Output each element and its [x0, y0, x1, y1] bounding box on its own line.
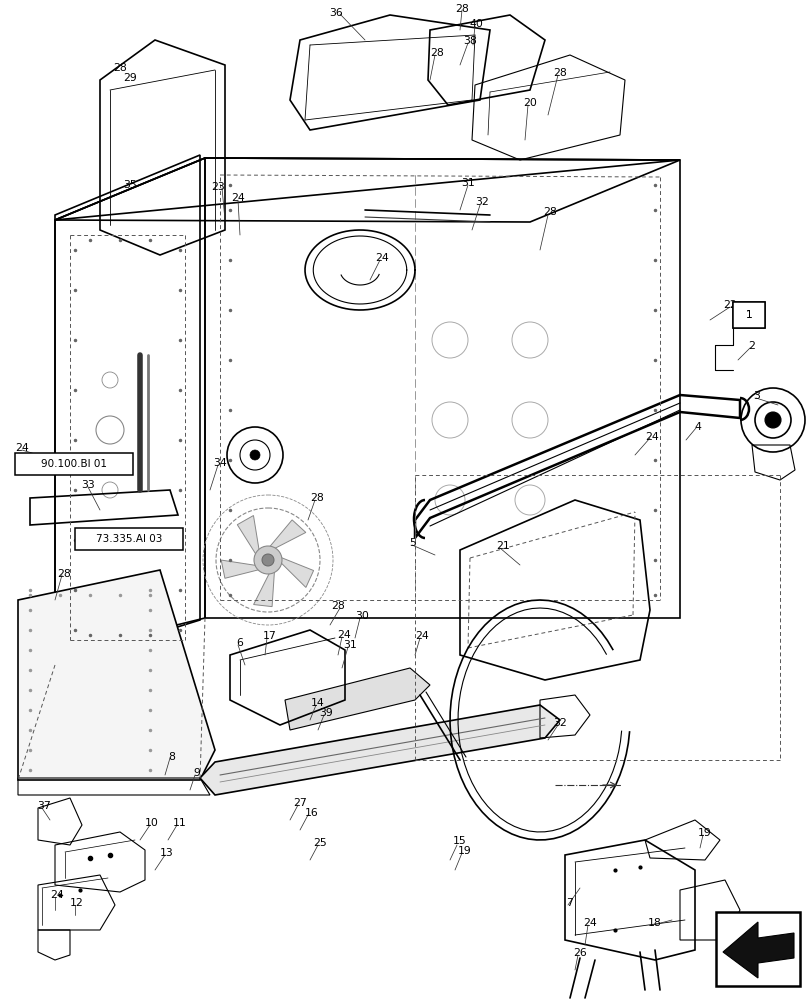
Text: 33: 33	[81, 480, 95, 490]
Text: 24: 24	[50, 890, 64, 900]
Text: 35: 35	[123, 180, 137, 190]
Text: 24: 24	[582, 918, 596, 928]
Text: 73.335.AI 03: 73.335.AI 03	[96, 534, 162, 544]
Text: 11: 11	[173, 818, 187, 828]
Text: 22: 22	[723, 300, 736, 310]
Bar	[732, 302, 764, 328]
Text: 23: 23	[211, 182, 225, 192]
Bar	[15, 453, 133, 475]
Text: 2: 2	[748, 341, 754, 351]
Text: 10: 10	[145, 818, 159, 828]
Bar	[75, 528, 182, 550]
Text: 36: 36	[328, 8, 342, 18]
Text: 1: 1	[744, 310, 751, 320]
Text: 32: 32	[552, 718, 566, 728]
Text: 24: 24	[15, 443, 29, 453]
Text: 15: 15	[453, 836, 466, 846]
Text: 28: 28	[331, 601, 345, 611]
Text: 34: 34	[212, 458, 226, 468]
Text: 40: 40	[469, 19, 483, 29]
Circle shape	[262, 554, 273, 566]
Text: 37: 37	[37, 801, 51, 811]
Text: 4: 4	[693, 422, 701, 432]
Polygon shape	[253, 564, 275, 607]
Text: 26: 26	[573, 948, 586, 958]
Text: 28: 28	[310, 493, 324, 503]
Text: 39: 39	[319, 708, 333, 718]
Text: 6: 6	[236, 638, 243, 648]
Text: 20: 20	[522, 98, 536, 108]
Polygon shape	[18, 570, 215, 780]
Text: 24: 24	[414, 631, 428, 641]
Text: 90.100.BI 01: 90.100.BI 01	[41, 459, 107, 469]
Polygon shape	[285, 668, 430, 730]
Text: 30: 30	[354, 611, 368, 621]
Text: 31: 31	[343, 640, 357, 650]
Bar	[732, 302, 764, 328]
Polygon shape	[722, 922, 793, 978]
Text: 19: 19	[697, 828, 711, 838]
Circle shape	[764, 412, 780, 428]
Text: 24: 24	[375, 253, 388, 263]
Text: 27: 27	[293, 798, 307, 808]
Text: 28: 28	[430, 48, 444, 58]
Polygon shape	[200, 705, 560, 795]
Text: 24: 24	[231, 193, 245, 203]
Text: 3: 3	[753, 391, 759, 401]
Text: 28: 28	[543, 207, 556, 217]
Text: 13: 13	[160, 848, 174, 858]
Text: 28: 28	[552, 68, 566, 78]
Text: 32: 32	[474, 197, 488, 207]
Text: 28: 28	[113, 63, 127, 73]
Text: 18: 18	[647, 918, 661, 928]
Text: 1: 1	[744, 310, 751, 320]
Text: 21: 21	[496, 541, 509, 551]
Circle shape	[254, 546, 281, 574]
Text: 14: 14	[311, 698, 324, 708]
Polygon shape	[237, 516, 260, 561]
Circle shape	[250, 450, 260, 460]
Polygon shape	[221, 560, 266, 578]
Text: 25: 25	[313, 838, 327, 848]
Text: 29: 29	[123, 73, 137, 83]
Text: 24: 24	[644, 432, 658, 442]
Bar	[715, 912, 799, 986]
Text: 5: 5	[409, 538, 416, 548]
Text: 9: 9	[193, 768, 200, 778]
Text: 28: 28	[454, 4, 468, 14]
Polygon shape	[264, 520, 306, 553]
Text: 7: 7	[566, 898, 573, 908]
Text: 8: 8	[169, 752, 175, 762]
Text: 12: 12	[70, 898, 84, 908]
Text: 19: 19	[457, 846, 471, 856]
Text: 28: 28	[57, 569, 71, 579]
Text: 38: 38	[462, 36, 476, 46]
Text: 31: 31	[461, 178, 474, 188]
Text: 17: 17	[263, 631, 277, 641]
Text: 16: 16	[305, 808, 319, 818]
Text: 24: 24	[337, 630, 350, 640]
Polygon shape	[273, 555, 313, 587]
